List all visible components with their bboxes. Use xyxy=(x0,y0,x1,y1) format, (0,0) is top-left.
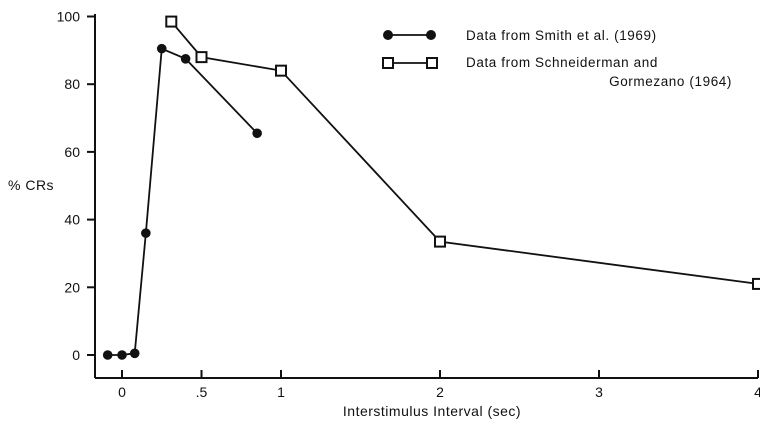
y-axis-title: % CRs xyxy=(8,177,54,193)
legend-item-smith: Data from Smith et al. (1969) xyxy=(383,28,657,43)
legend-marker-schneiderman-right xyxy=(426,57,438,69)
series-layer xyxy=(102,15,760,360)
x-axis-ticks: 0 .5 1 2 3 4 xyxy=(118,370,760,400)
x-tick-label: 1 xyxy=(277,384,285,400)
data-point xyxy=(165,15,178,28)
y-tick-label: 0 xyxy=(72,347,80,363)
y-tick-label: 40 xyxy=(64,212,80,228)
legend-marker-schneiderman-left xyxy=(382,57,394,69)
data-point xyxy=(102,350,113,360)
legend-marker-smith-left xyxy=(383,30,393,40)
legend: Data from Smith et al. (1969) Data from … xyxy=(382,28,732,89)
x-tick-label: .5 xyxy=(196,384,208,400)
x-axis-title: Interstimulus Interval (sec) xyxy=(343,403,521,419)
data-point xyxy=(752,277,760,290)
data-point xyxy=(180,54,191,64)
y-tick-label: 60 xyxy=(64,144,80,160)
x-tick-label: 4 xyxy=(754,384,760,400)
y-tick-label: 80 xyxy=(64,76,80,92)
data-point xyxy=(275,64,287,77)
legend-marker-smith-right xyxy=(426,30,436,40)
axes xyxy=(94,14,758,379)
legend-label-schneiderman-line1: Data from Schneiderman and xyxy=(466,55,658,70)
legend-item-schneiderman: Data from Schneiderman and Gormezano (19… xyxy=(382,55,732,89)
data-point xyxy=(252,128,262,139)
series-line-1 xyxy=(107,47,258,356)
x-tick-label: 3 xyxy=(595,384,603,400)
y-tick-label: 100 xyxy=(57,9,81,25)
data-point xyxy=(434,235,446,248)
y-tick-label: 20 xyxy=(64,279,80,295)
data-point xyxy=(141,228,151,238)
y-axis-ticks: 0 20 40 60 80 100 xyxy=(57,9,95,363)
legend-label-schneiderman-line2: Gormezano (1964) xyxy=(609,74,732,89)
data-point xyxy=(129,348,140,359)
data-point xyxy=(156,43,167,54)
x-tick-label: 0 xyxy=(118,384,126,400)
data-point xyxy=(195,51,208,64)
series-line-2 xyxy=(170,20,759,285)
data-point xyxy=(117,350,127,360)
x-tick-label: 2 xyxy=(436,384,444,400)
legend-label-smith: Data from Smith et al. (1969) xyxy=(466,28,657,43)
